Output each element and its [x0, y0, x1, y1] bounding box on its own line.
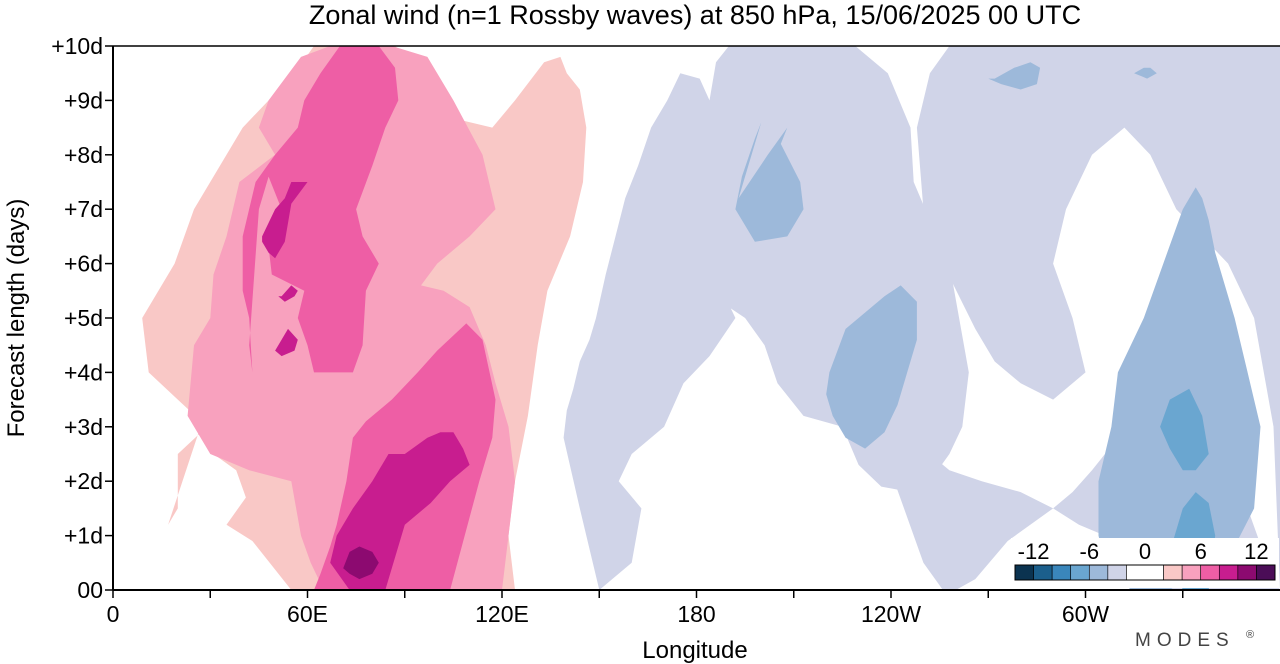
colorbar-swatch: [1237, 564, 1257, 581]
colorbar-swatch: [1256, 564, 1276, 581]
x-tick-label: 120W: [861, 601, 921, 627]
region-westerly-8-10-dot-2-: [275, 328, 298, 357]
region-westerly-10-12: [343, 546, 379, 580]
y-tick-label: +5d: [64, 305, 103, 331]
region-westerly-8-10-dot-: [278, 285, 298, 302]
colorbar-swatch: [1126, 564, 1164, 581]
colorbar-tick-label: -6: [1080, 539, 1100, 564]
colorbar-swatch: [1014, 564, 1034, 581]
colorbar-swatch: [1200, 564, 1220, 581]
colorbar-swatch: [1107, 564, 1127, 581]
colorbar-swatch: [1163, 564, 1183, 581]
y-tick-label: +4d: [64, 359, 103, 385]
region-easterly-6-c: [1098, 187, 1261, 590]
x-tick-label: 60E: [287, 601, 328, 627]
x-tick-label: 120E: [475, 601, 529, 627]
y-tick-label: +8d: [64, 142, 103, 168]
region-easterly-6-b: [826, 285, 917, 449]
brand-logo: MODES ®: [1135, 629, 1260, 651]
colorbar-swatch: [1070, 564, 1090, 581]
x-axis-label: Longitude: [642, 637, 747, 664]
y-axis: 00 +1d +2d +3d +4d +5d +6d +7d +8d +9d +10d: [51, 33, 113, 603]
region-easterly-8: [1160, 388, 1209, 471]
colorbar: -12 -6 0 6 12: [1011, 538, 1279, 588]
y-tick-label: +6d: [64, 251, 103, 277]
region-westerly-6-8: [242, 46, 399, 373]
x-axis: 0 60E 120E 180 120W 60W: [107, 590, 1184, 627]
x-tick-label: 180: [677, 601, 715, 627]
region-easterly-6-d: [988, 62, 1041, 90]
y-tick-label: 00: [77, 577, 103, 603]
colorbar-swatch: [1051, 564, 1072, 581]
colorbar-swatch: [1033, 564, 1053, 581]
colorbar-tick-label: -12: [1018, 539, 1050, 564]
colorbar-swatch: [1218, 564, 1239, 581]
region-easterly-6-a: [735, 122, 804, 242]
region-easterly-band-b: [916, 46, 1280, 590]
heatmap-regions: [142, 46, 1280, 590]
colorbar-swatch: [1181, 564, 1202, 581]
y-tick-label: +10d: [51, 33, 103, 59]
y-axis-label: Forecast length (days): [3, 199, 30, 438]
y-tick-label: +2d: [64, 468, 103, 494]
x-tick-label: 60W: [1062, 601, 1110, 627]
colorbar-tick-label: 0: [1139, 539, 1151, 564]
brand-name: MODES: [1135, 630, 1235, 651]
colorbar-frame: [1014, 564, 1276, 581]
region-easterly-band-a: [563, 46, 969, 590]
x-tick-label: 0: [107, 601, 120, 627]
colorbar-swatch: [1088, 564, 1109, 581]
region-westerly-8-10-north-: [262, 182, 308, 259]
y-tick-label: +3d: [64, 414, 103, 440]
chart-title: Zonal wind (n=1 Rossby waves) at 850 hPa…: [309, 0, 1081, 30]
y-tick-label: +7d: [64, 196, 103, 222]
colorbar-tick-label: 6: [1195, 539, 1207, 564]
colorbar-tick-label: 12: [1244, 539, 1268, 564]
brand-mark: ®: [1246, 629, 1260, 641]
y-tick-label: +9d: [64, 87, 103, 113]
y-tick-label: +1d: [64, 523, 103, 549]
region-easterly-6-e: [1134, 67, 1157, 79]
